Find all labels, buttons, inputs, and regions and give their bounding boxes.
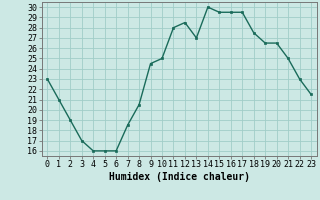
X-axis label: Humidex (Indice chaleur): Humidex (Indice chaleur) — [109, 172, 250, 182]
